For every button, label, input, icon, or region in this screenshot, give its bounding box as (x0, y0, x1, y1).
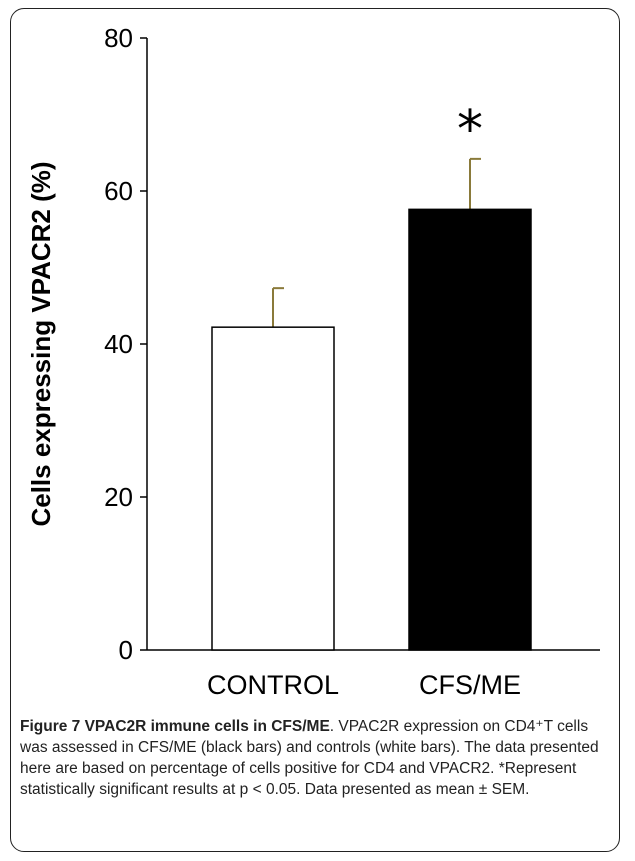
y-tick-label: 0 (119, 635, 133, 665)
caption-text: . VPAC2R expression on CD4⁺T cells was a… (20, 718, 599, 798)
figure-caption: Figure 7 VPAC2R immune cells in CFS/ME. … (20, 716, 616, 800)
significance-mark: * (457, 100, 483, 160)
bar-chart: 0 20 40 60 80 CONTROL CFS/ME * Cells expressing … (26, 23, 600, 700)
figure-label: Figure 7 VPAC2R immune cells in CFS/ME (20, 718, 330, 735)
bar-control (211, 326, 335, 651)
chart-bars (211, 157, 532, 651)
chart-labels: 0 20 40 60 80 CONTROL CFS/ME * Cells expressing … (26, 23, 521, 700)
y-tick-label: 80 (104, 23, 133, 53)
y-axis-title: Cells expressing VPACR2 (%) (26, 161, 56, 526)
y-tick-label: 60 (104, 176, 133, 206)
y-tick-label: 20 (104, 482, 133, 512)
bar-cfs-me (408, 208, 532, 651)
y-tick-label: 40 (104, 329, 133, 359)
x-tick-label: CFS/ME (419, 670, 521, 700)
x-tick-label: CONTROL (207, 670, 339, 700)
